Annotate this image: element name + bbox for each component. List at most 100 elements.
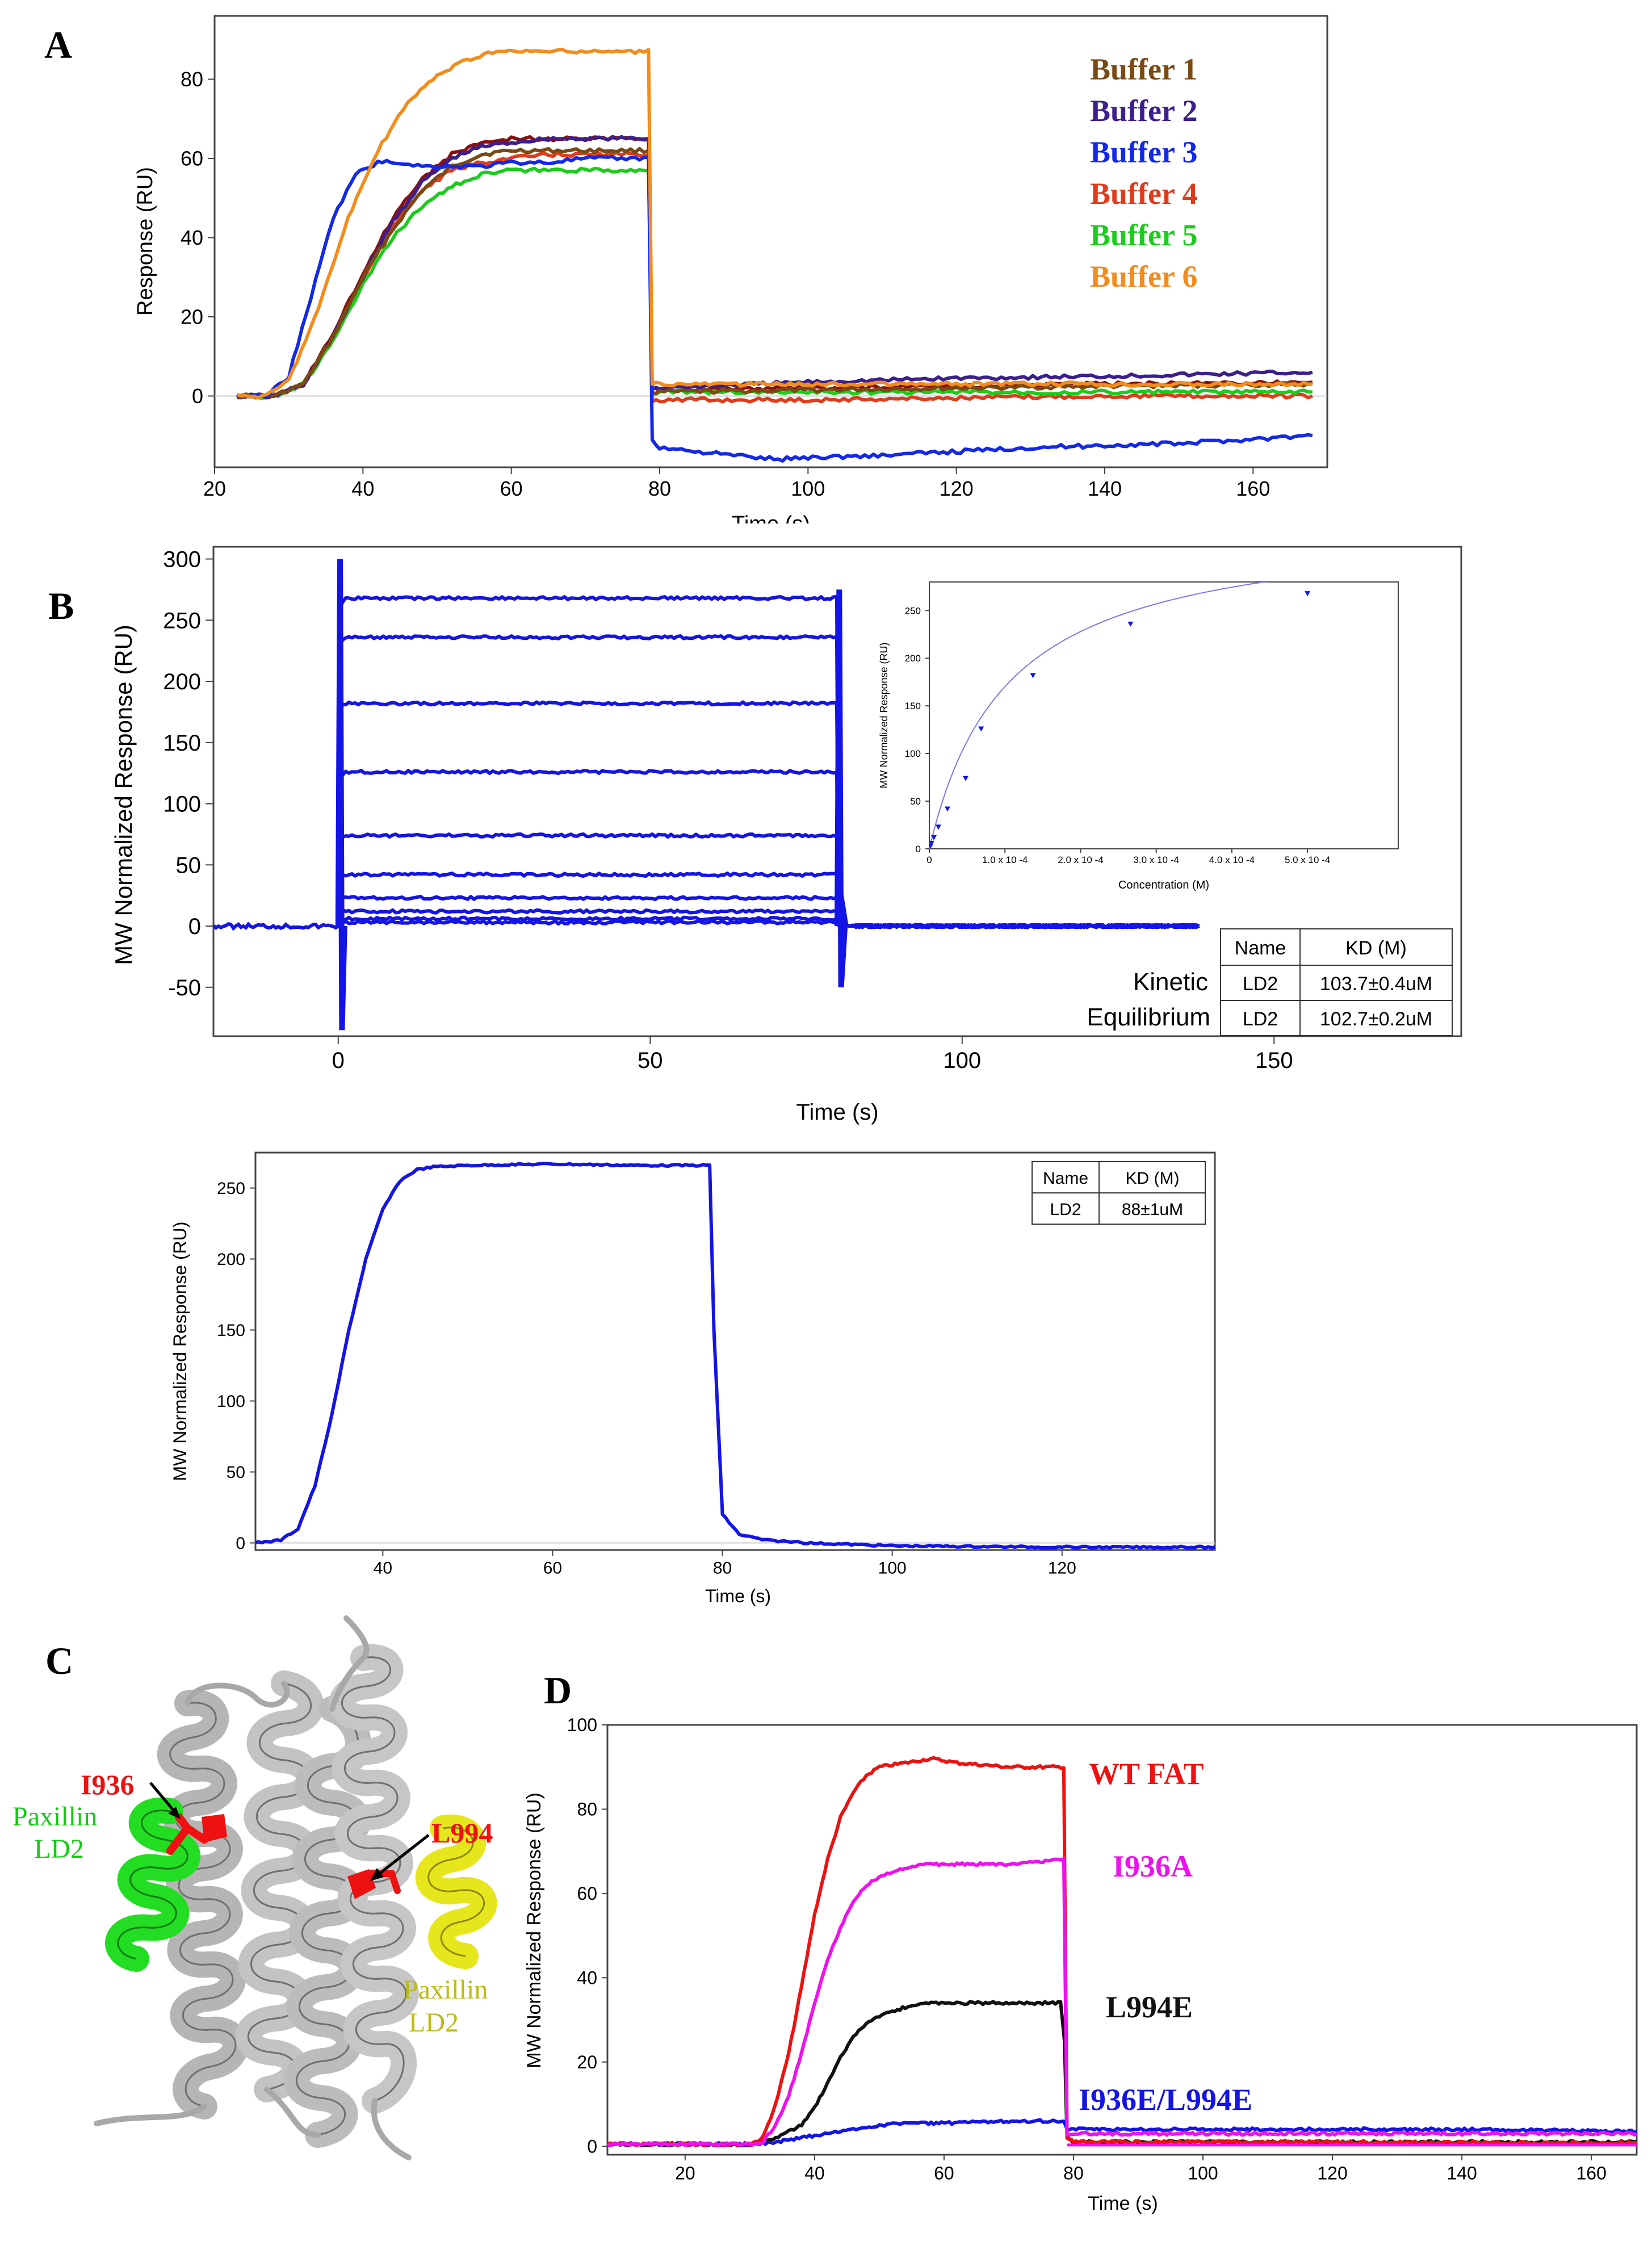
inject-spike-end <box>835 589 848 988</box>
x-tick-label: 100 <box>1188 2163 1218 2184</box>
x-tick-label: 140 <box>1088 477 1122 500</box>
y-tick-label: 50 <box>227 1463 245 1482</box>
label-paxillin-right: Paxillin <box>403 1975 488 2005</box>
y-tick-label: 250 <box>905 605 921 616</box>
ld2-helix-right-edge <box>427 1827 485 1957</box>
y-tick-label: 50 <box>910 796 921 807</box>
y-tick-label: 0 <box>587 2136 597 2156</box>
x-tick-label: 1.0 x 10 -4 <box>982 855 1028 865</box>
y-tick-label: 100 <box>163 792 201 817</box>
x-tick-label: 5.0 x 10 -4 <box>1285 855 1330 865</box>
x-tick-label: 20 <box>675 2163 695 2184</box>
x-axis-label-b: Time (s) <box>796 1100 878 1125</box>
y-axis-label-b: MW Normalized Response (RU) <box>110 625 137 965</box>
sensorgram-b2 <box>255 1162 1215 1550</box>
y-tick-label: 80 <box>181 68 203 91</box>
inset-frame <box>929 581 1399 849</box>
chart-panel-b-lower: 40 60 80 100 120 0 50 100 150 200 250 MW Normalize… <box>170 1151 1216 1606</box>
y-tick-label: 100 <box>217 1392 245 1411</box>
y-tick-label: 60 <box>181 147 203 170</box>
kd-table2-header-name: Name <box>1043 1169 1088 1188</box>
panel-label-c: C <box>45 1639 73 1682</box>
inset-chart: 0 1.0 x 10 -4 2.0 x 10 -4 3.0 x 10 -4 4.0 x … <box>878 581 1399 891</box>
x-tick-label: 120 <box>940 477 974 500</box>
x-tick-label: 0 <box>926 855 932 865</box>
legend-entry-a: Buffer 2 <box>1090 94 1197 128</box>
x-tick-label: 3.0 x 10 -4 <box>1134 855 1179 865</box>
legend-entry-d: L994E <box>1106 1990 1193 2024</box>
inset-x-axis-label: Concentration (M) <box>1118 879 1209 891</box>
fit-curve <box>929 582 1268 849</box>
y-tick-label: 0 <box>192 384 203 408</box>
x-tick-label: 0 <box>332 1048 345 1073</box>
label-l994: L994 <box>431 1817 493 1849</box>
y-tick-label: 250 <box>163 608 201 633</box>
series-line-a <box>236 48 1313 400</box>
plot-frame-a <box>213 15 1328 468</box>
ld2-helix-left-edge <box>117 1810 188 1960</box>
x-tick-label: 2.0 x 10 -4 <box>1058 855 1103 865</box>
kd-table-header-name: Name <box>1235 937 1286 959</box>
residue-i936-patch <box>202 1814 227 1842</box>
kd-table-row1-name: LD2 <box>1243 973 1278 995</box>
y-axis-label-a: Response (RU) <box>133 167 157 316</box>
series-line-d <box>607 1756 1637 2147</box>
legend-entry-d: I936E/L994E <box>1079 2083 1252 2117</box>
kd-table-header-kd: KD (M) <box>1345 937 1407 959</box>
y-axis-label-d: MW Normalized Response (RU) <box>523 1792 545 2068</box>
x-tick-label: 50 <box>638 1048 663 1073</box>
y-tick-label: -50 <box>168 975 201 1000</box>
kd-table-row2-value: 102.7±0.2uM <box>1320 1008 1432 1030</box>
kd-row-label-equilibrium: Equilibrium <box>1087 1003 1210 1031</box>
kd-row-label-kinetic: Kinetic <box>1133 968 1208 996</box>
series-line-d <box>607 2118 1637 2147</box>
x-tick-label: 40 <box>374 1559 392 1578</box>
plot-frame-b2 <box>254 1151 1216 1551</box>
kd-table2-header-kd: KD (M) <box>1126 1169 1180 1188</box>
x-tick-label: 120 <box>1048 1559 1076 1578</box>
y-tick-label: 0 <box>916 844 921 855</box>
y-tick-label: 100 <box>905 748 921 759</box>
x-tick-label: 100 <box>791 477 825 500</box>
data-point <box>930 835 937 840</box>
mask-a <box>681 523 863 541</box>
y-tick-label: 40 <box>577 1967 597 1988</box>
y-tick-label: 0 <box>188 914 201 939</box>
x-tick-label: 140 <box>1446 2163 1477 2184</box>
y-tick-label: 60 <box>577 1883 597 1904</box>
plot-frame-d <box>606 1724 1638 2156</box>
x-tick-label: 80 <box>713 1559 732 1578</box>
y-tick-label: 300 <box>163 547 201 572</box>
x-tick-label: 120 <box>1317 2163 1347 2184</box>
x-tick-label: 100 <box>943 1048 981 1073</box>
chart-panel-d: 20 40 60 80 100 120 140 160 0 20 40 60 80 100 WT FAT I… <box>523 1715 1638 2214</box>
panel-label-b: B <box>48 584 74 627</box>
kd-table-b: Name KD (M) LD2 103.7±0.4uM LD2 102.7±0.… <box>1087 928 1453 1036</box>
kd-table2-row1-name: LD2 <box>1050 1200 1081 1219</box>
y-tick-label: 50 <box>176 853 202 878</box>
inset-y-axis-label: MW Normalized Response (RU) <box>878 642 890 788</box>
x-tick-label: 160 <box>1236 477 1270 500</box>
kd-table2-row1-value: 88±1uM <box>1122 1200 1183 1219</box>
label-ld2-left: LD2 <box>34 1834 84 1864</box>
plot-frame-b <box>212 546 1462 1037</box>
label-i936: I936 <box>81 1769 134 1800</box>
x-tick-label: 80 <box>648 477 671 500</box>
data-point <box>935 824 941 830</box>
fat-domain-ribbon <box>94 1615 419 2160</box>
chart-panel-b-main: 0 50 100 150 -50 0 50 100 150 200 250 300 MW Normal… <box>110 546 1462 1125</box>
x-tick-label: 100 <box>878 1559 907 1578</box>
legend-entry-a: Buffer 1 <box>1090 52 1197 86</box>
y-tick-label: 200 <box>217 1250 245 1269</box>
arrow-i936-head <box>168 1807 181 1819</box>
data-point <box>929 843 933 849</box>
kd-table-b2: Name KD (M) LD2 88±1uM <box>1032 1161 1206 1225</box>
y-tick-label: 250 <box>217 1179 245 1198</box>
data-point <box>1305 591 1311 597</box>
panel-label-d: D <box>544 1669 572 1712</box>
arrow-i936 <box>149 1782 178 1816</box>
legend-entry-a: Buffer 4 <box>1090 177 1197 211</box>
y-tick-label: 150 <box>905 701 921 711</box>
sensorgram-b <box>336 919 1200 929</box>
